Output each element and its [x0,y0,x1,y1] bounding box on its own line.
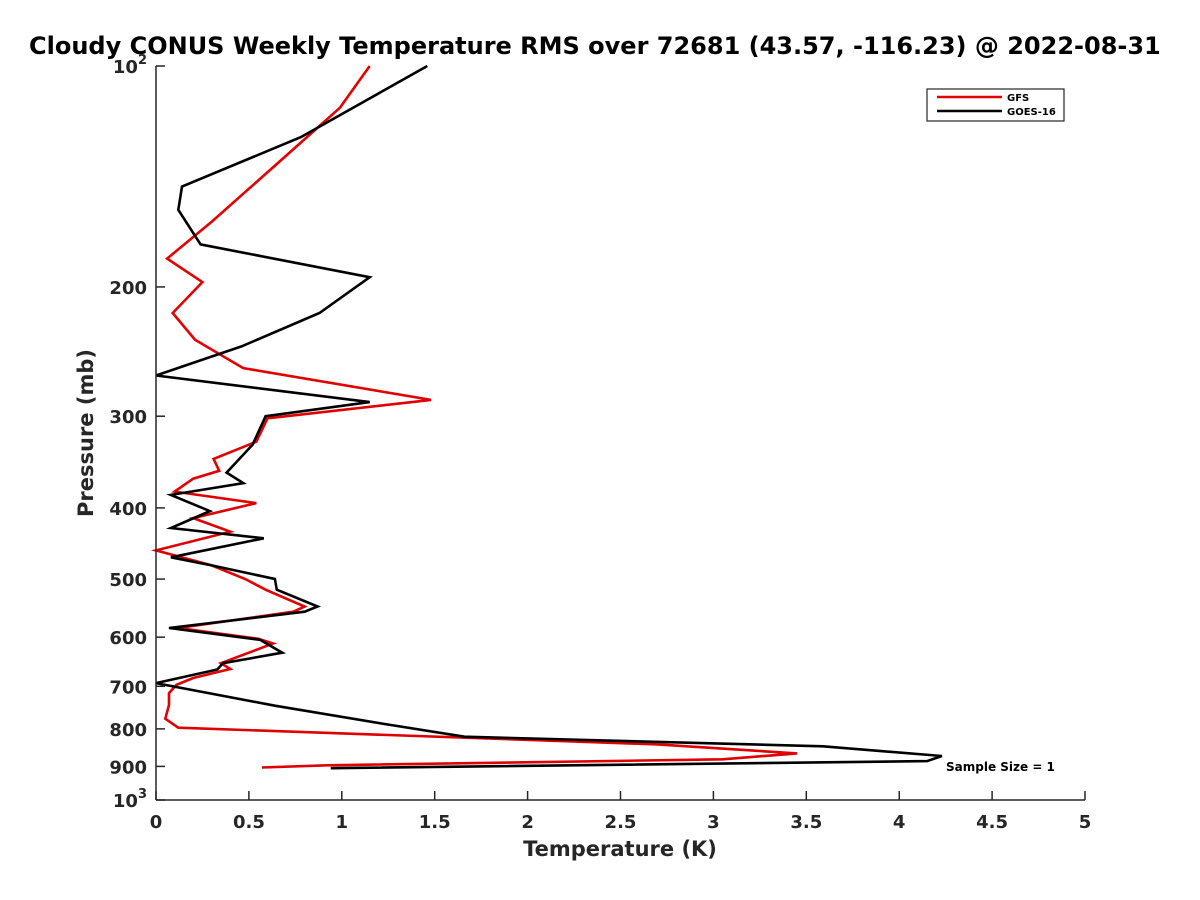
y-tick-label: 300 [109,407,147,428]
y-tick-label: 700 [109,677,147,698]
legend-label-gfs: GFS [1007,93,1029,104]
chart-title: Cloudy CONUS Weekly Temperature RMS over… [29,32,1161,60]
y-tick-label: 800 [109,720,147,741]
x-tick-label: 2.5 [605,812,637,833]
y-tick-label: 500 [109,570,147,591]
y-tick-exponent: 2 [138,53,147,68]
legend-box [926,88,1065,122]
series-layer [150,64,943,770]
x-tick-label: 2 [521,812,534,833]
x-tick-label: 0 [150,812,163,833]
y-axis-label: Pressure (mb) [74,349,98,517]
axes-layer: 0 0.5 1 1.5 2 2.5 3 3.5 4 4.5 51022003004005006007… [109,53,1091,833]
x-tick-label: 3.5 [790,812,822,833]
plot-background [156,66,1085,800]
y-tick-label: 103 [113,787,147,812]
y-tick-label: 900 [109,757,147,778]
sample-size-annotation: Sample Size = 1 [946,760,1055,774]
plot-area [156,66,1085,800]
x-tick-label: 5 [1079,812,1092,833]
y-tick-label: 600 [109,628,147,649]
x-tick-label: 1 [336,812,349,833]
y-tick-exponent: 3 [138,787,147,802]
y-tick-label: 400 [109,499,147,520]
series-line-goes-16 [155,64,943,770]
x-tick-label: 4.5 [976,812,1008,833]
legend-label-goes-16: GOES-16 [1007,107,1056,118]
x-axis-label: Temperature (K) [523,837,717,861]
y-tick-label: 200 [109,278,147,299]
x-tick-label: 4 [893,812,906,833]
x-tick-label: 0.5 [233,812,265,833]
x-tick-label: 1.5 [419,812,451,833]
x-tick-label: 3 [707,812,720,833]
legend: GFS GOES-16 [926,88,1065,122]
